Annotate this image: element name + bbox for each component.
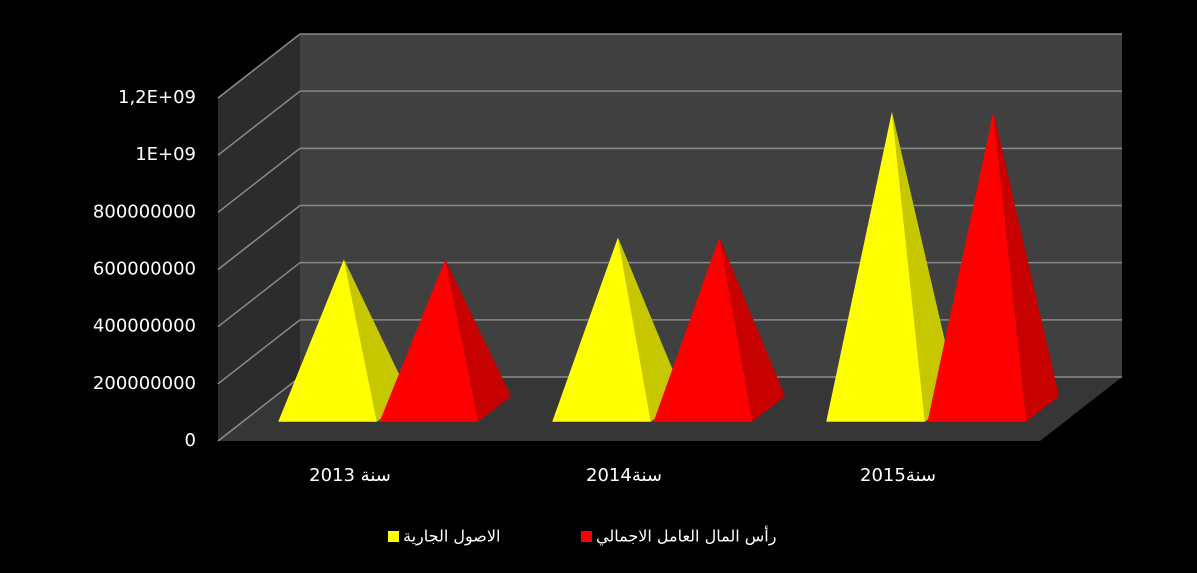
pyramid-side <box>719 237 786 422</box>
x-tick-label: سنة2015 <box>860 465 936 486</box>
legend-swatch <box>581 531 592 542</box>
y-tick-label: 600000000 <box>93 259 196 280</box>
y-tick-label: 200000000 <box>93 373 196 394</box>
y-tick-label: 0 <box>185 430 196 451</box>
pyramid-side <box>343 259 410 422</box>
pyramid-shade <box>719 237 786 422</box>
pyramid-front <box>653 237 753 422</box>
pyramid-shade <box>343 259 410 422</box>
pyramid <box>653 237 786 422</box>
legend-text: الاصول الجارية <box>403 527 500 547</box>
y-tick-label: 1E+09 <box>135 144 196 165</box>
pyramid-side <box>617 237 684 422</box>
y-tick-label: 1,2E+09 <box>118 87 196 108</box>
grid-line <box>217 204 301 271</box>
pyramid <box>927 111 1060 422</box>
pyramid-side <box>445 259 512 422</box>
legend-text: رأس المال العامل الاجمالي <box>596 526 776 547</box>
pyramid-front <box>826 111 925 422</box>
legend-swatch <box>388 531 399 542</box>
pyramid-front <box>379 259 479 422</box>
pyramid-front <box>927 111 1027 422</box>
pyramid-shade <box>993 111 1060 422</box>
y-tick-label: 400000000 <box>93 316 196 337</box>
grid-line <box>217 147 301 213</box>
pyramid <box>278 259 410 422</box>
pyramid <box>379 259 512 422</box>
pyramid-shade <box>445 259 512 422</box>
pyramid-shade <box>617 237 684 422</box>
pyramid-shade <box>891 111 958 422</box>
grid-line <box>217 33 301 99</box>
pyramid-front <box>278 259 377 422</box>
grid-line <box>217 90 301 156</box>
y-tick-label: 800000000 <box>93 201 196 222</box>
pyramid-side <box>891 111 958 422</box>
pyramid-front <box>552 237 651 422</box>
x-tick-label: 2013 سنة <box>309 465 391 486</box>
grid-line <box>217 262 301 328</box>
x-tick-label: سنة2014 <box>586 465 662 486</box>
grid-line <box>217 376 301 442</box>
pyramid <box>552 237 684 422</box>
pyramid <box>826 111 958 422</box>
grid-line <box>217 319 301 385</box>
pyramid-side <box>993 111 1060 422</box>
